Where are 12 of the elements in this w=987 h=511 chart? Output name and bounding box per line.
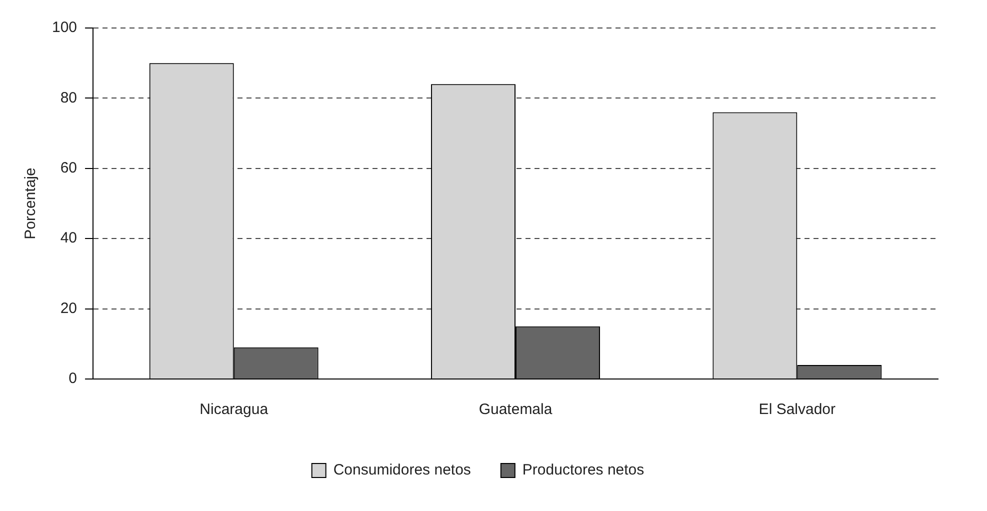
legend-label: Productores netos: [522, 462, 644, 479]
x-tick-label: El Salvador: [758, 401, 836, 418]
y-axis-title: Porcentaje: [22, 168, 40, 240]
legend-label: Consumidores netos: [333, 462, 471, 479]
y-tick-label: 0: [68, 370, 78, 388]
y-tick-label: 40: [60, 230, 78, 247]
y-tick-label: 80: [60, 89, 78, 106]
y-tick-label: 100: [52, 19, 78, 36]
x-tick-label: Guatemala: [478, 401, 553, 418]
x-tick-label: Nicaragua: [200, 401, 269, 418]
y-tick-label: 20: [60, 300, 78, 317]
y-tick-label: 60: [60, 160, 78, 177]
